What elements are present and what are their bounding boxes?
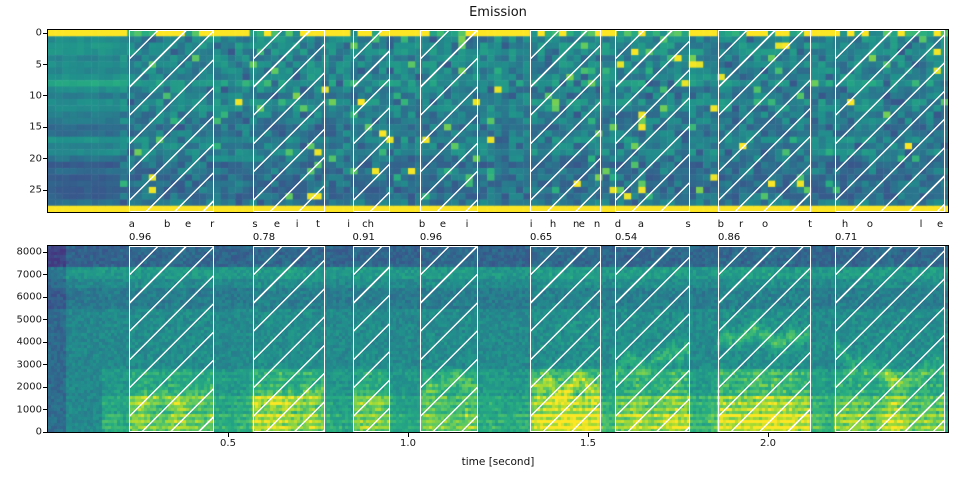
spectrogram-ytick-mark xyxy=(43,364,47,365)
spectrogram-ytick-mark xyxy=(43,386,47,388)
word-span-hatch-seit xyxy=(252,30,325,212)
word-span-hatch-ihnen xyxy=(530,30,601,212)
char-label: n xyxy=(572,219,580,230)
char-label: e xyxy=(578,219,585,230)
char-label: h xyxy=(549,219,557,230)
word-span-hatch-hole xyxy=(834,30,946,212)
spectrogram-ytick-mark xyxy=(43,409,47,410)
plot-title: Emission xyxy=(469,5,527,20)
emission-ytick-mark xyxy=(43,189,47,191)
word-score-label: 0.96 xyxy=(129,232,152,243)
char-label: e xyxy=(273,219,281,230)
spectrogram-ytick-label: 8000 xyxy=(16,246,42,258)
emission-ytick-label: 25 xyxy=(29,184,42,196)
spectrogram-ytick-mark xyxy=(43,296,47,298)
emission-ytick-label: 5 xyxy=(35,59,42,71)
time-tick-label: 2.0 xyxy=(760,438,776,449)
spectrogram-ytick-mark xyxy=(43,319,47,320)
word-span-hatch-hole xyxy=(834,246,946,432)
spectrogram-ytick-mark xyxy=(43,431,47,433)
word-span-hatch-bei xyxy=(419,30,478,212)
x-axis-label: time [second] xyxy=(461,456,535,468)
char-label: b xyxy=(163,219,171,230)
word-span-hatch-ihnen xyxy=(530,246,601,432)
emission-ytick-label: 0 xyxy=(35,27,42,39)
word-span-hatch-ich xyxy=(352,30,390,212)
char-label: n xyxy=(593,219,601,230)
spectrogram-ytick-label: 1000 xyxy=(16,404,42,415)
time-tick-label: 1.0 xyxy=(400,438,416,449)
char-label: i xyxy=(295,219,299,230)
emission-ytick-label: 15 xyxy=(29,121,42,133)
char-label: o xyxy=(866,219,873,230)
word-score-label: 0.96 xyxy=(419,232,443,243)
spectrogram-ytick-label: 4000 xyxy=(16,336,42,348)
char-label: d xyxy=(614,219,622,230)
char-label: b xyxy=(717,219,725,230)
emission-ytick-mark xyxy=(43,158,47,160)
time-tick-label: 0.5 xyxy=(220,438,236,449)
emission-ytick-mark xyxy=(43,95,47,97)
char-label: h xyxy=(841,219,849,230)
word-score-label: 0.54 xyxy=(615,232,638,243)
word-span-hatch-ich xyxy=(352,246,390,432)
char-label: o xyxy=(762,219,769,230)
char-label: i xyxy=(465,219,469,230)
emission-heatmap-plot xyxy=(47,29,949,213)
word-span-hatch-das xyxy=(615,246,690,432)
spectrogram-ytick-label: 7000 xyxy=(16,269,42,280)
emission-ytick-mark xyxy=(43,126,47,128)
word-score-label: 0.78 xyxy=(252,232,276,243)
emission-ytick-mark xyxy=(43,64,47,66)
spectrogram-ytick-mark xyxy=(43,274,47,275)
word-span-hatch-aber xyxy=(129,30,214,212)
word-span-hatch-das xyxy=(615,30,690,212)
word-span-hatch-brot xyxy=(717,30,811,212)
spectrogram-ytick-label: 3000 xyxy=(16,359,42,370)
char-label: s xyxy=(252,219,258,230)
spectrogram-ytick-label: 2000 xyxy=(16,381,42,393)
char-label: ch xyxy=(362,219,374,230)
time-tick-label: 1.5 xyxy=(580,438,596,449)
word-span-hatch-bei xyxy=(419,246,478,432)
time-tick-mark xyxy=(227,433,229,437)
char-label: r xyxy=(738,219,744,230)
spectrogram-ytick-label: 0 xyxy=(35,426,42,438)
char-label: e xyxy=(439,219,446,230)
char-label: e xyxy=(184,219,192,230)
spectrogram-ytick-label: 6000 xyxy=(16,291,42,303)
char-label: r xyxy=(210,219,215,230)
char-label: t xyxy=(808,219,813,230)
char-label: a xyxy=(128,219,135,230)
char-label: i xyxy=(347,219,350,230)
char-label: i xyxy=(529,219,533,230)
word-score-label: 0.65 xyxy=(530,232,553,243)
char-label: e xyxy=(937,219,944,230)
word-span-hatch-aber xyxy=(129,246,214,432)
emission-ytick-label: 20 xyxy=(29,153,42,165)
emission-ytick-label: 10 xyxy=(29,90,42,102)
spectrogram-ytick-mark xyxy=(43,341,47,343)
word-score-label: 0.91 xyxy=(352,232,375,243)
spectrogram-ytick-mark xyxy=(43,251,47,253)
word-score-label: 0.71 xyxy=(834,232,858,243)
time-tick-mark xyxy=(767,433,769,437)
word-span-hatch-brot xyxy=(717,246,811,432)
word-score-label: 0.86 xyxy=(717,232,741,243)
char-label: t xyxy=(316,219,320,230)
word-span-hatch-seit xyxy=(252,246,325,432)
spectrogram-ytick-label: 5000 xyxy=(16,314,42,325)
time-tick-mark xyxy=(587,433,589,437)
char-label: a xyxy=(637,219,644,230)
emission-ytick-mark xyxy=(43,32,47,34)
time-tick-mark xyxy=(407,433,409,437)
char-label: s xyxy=(685,219,691,230)
char-label: l xyxy=(919,219,923,230)
spectrogram-plot xyxy=(47,245,949,433)
char-label: b xyxy=(418,219,426,230)
